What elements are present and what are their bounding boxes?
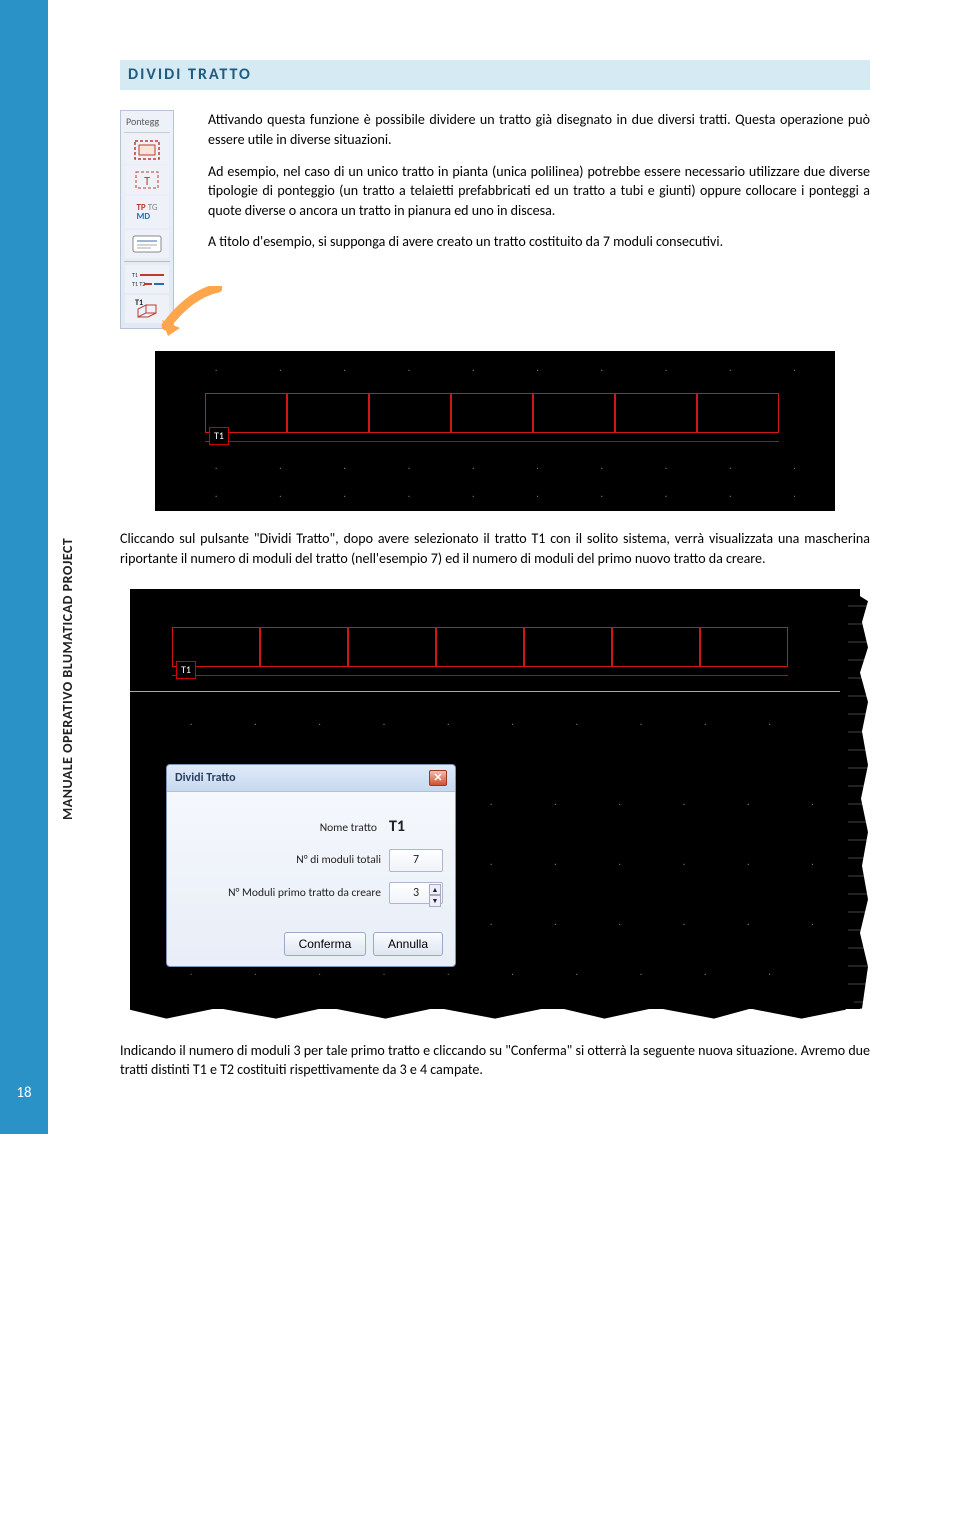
torn-edge-bottom bbox=[130, 997, 860, 1019]
section-title: DIVIDI TRATTO bbox=[120, 60, 870, 90]
side-title: MANUALE OPERATIVO BLUMATICAD PROJECT bbox=[58, 538, 78, 820]
figure-1: T1 ············· ············· ·········… bbox=[155, 351, 835, 511]
module-cell bbox=[612, 627, 700, 667]
dialog-title: Dividi Tratto bbox=[175, 770, 236, 787]
dialog-dividi-tratto: Dividi Tratto ✕ Nome tratto T1 N° di mod… bbox=[166, 764, 456, 968]
page-number: 18 bbox=[0, 1083, 48, 1104]
toolbar-text-icon[interactable]: T bbox=[125, 166, 169, 194]
svg-text:T1 T2: T1 T2 bbox=[132, 280, 145, 288]
arrow-pointer-icon bbox=[160, 286, 222, 338]
toolbar-title: Pontegg bbox=[124, 114, 170, 133]
module-cell bbox=[524, 627, 612, 667]
dialog-close-icon[interactable]: ✕ bbox=[429, 770, 447, 786]
module-cell bbox=[348, 627, 436, 667]
para-2: Ad esempio, nel caso di un unico tratto … bbox=[208, 162, 870, 221]
fig1-t-label: T1 bbox=[209, 427, 229, 445]
dialog-name-value: T1 bbox=[389, 816, 405, 838]
dialog-confirm-button[interactable]: Conferma bbox=[284, 932, 367, 956]
spinner-up-icon[interactable]: ▲ bbox=[429, 884, 441, 896]
para-4: Cliccando sul pulsante "Dividi Tratto", … bbox=[120, 529, 870, 568]
dialog-total-value[interactable]: 7 bbox=[389, 849, 443, 872]
figure-2: T1 ············· ········ ········ ·····… bbox=[130, 589, 860, 1009]
module-cell bbox=[260, 627, 348, 667]
module-cell bbox=[533, 393, 615, 433]
dialog-name-label: Nome tratto bbox=[320, 820, 377, 836]
para-1: Attivando questa funzione è possibile di… bbox=[208, 110, 870, 149]
spinner-down-icon[interactable]: ▼ bbox=[429, 895, 441, 907]
svg-text:T1: T1 bbox=[135, 298, 143, 308]
torn-edge-right bbox=[848, 589, 868, 1009]
module-cell bbox=[436, 627, 524, 667]
dialog-cancel-button[interactable]: Annulla bbox=[373, 932, 443, 956]
svg-text:T1: T1 bbox=[132, 271, 138, 279]
module-cell bbox=[697, 393, 779, 433]
module-cell bbox=[615, 393, 697, 433]
module-cell bbox=[287, 393, 369, 433]
module-cell bbox=[451, 393, 533, 433]
module-cell bbox=[700, 627, 788, 667]
svg-text:T: T bbox=[144, 175, 150, 189]
toolbar-card-icon[interactable] bbox=[125, 230, 169, 258]
para-3: A titolo d'esempio, si supponga di avere… bbox=[208, 232, 870, 252]
side-rail bbox=[0, 0, 48, 1134]
toolbar-layout-icon[interactable] bbox=[125, 136, 169, 164]
dialog-first-label: N° Moduli primo tratto da creare bbox=[228, 885, 381, 901]
module-cell bbox=[369, 393, 451, 433]
para-5: Indicando il numero di moduli 3 per tale… bbox=[120, 1041, 870, 1080]
dialog-total-label: N° di moduli totali bbox=[296, 852, 381, 868]
toolbar-tp-tg-md-icon[interactable]: TP TG MD bbox=[125, 196, 169, 228]
fig2-t-label: T1 bbox=[176, 661, 196, 679]
dialog-first-value[interactable]: 3 ▲ ▼ bbox=[389, 882, 443, 905]
